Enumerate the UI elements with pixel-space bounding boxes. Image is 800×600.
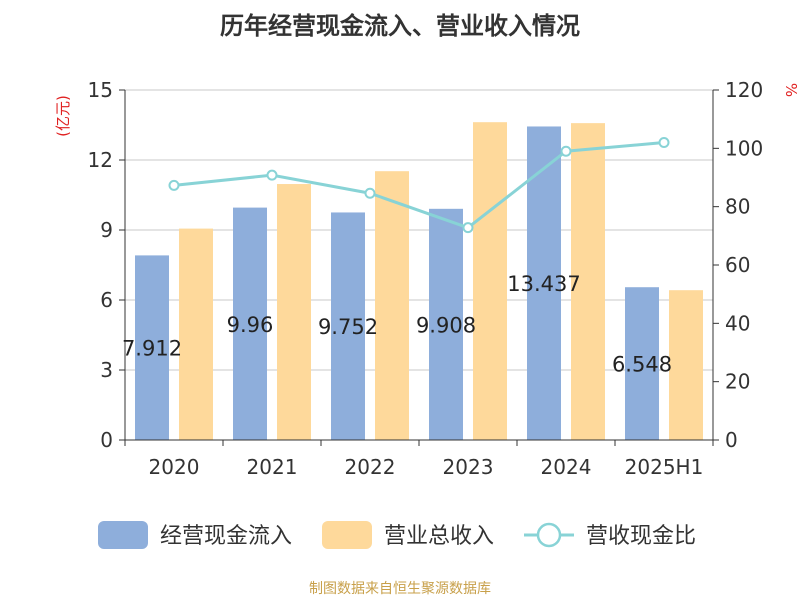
bar-data-label: 9.752 — [318, 315, 378, 339]
legend-marker — [536, 522, 562, 548]
bar-revenue — [277, 184, 311, 440]
y-left-tick-label: 12 — [88, 148, 113, 172]
bar-data-label: 6.548 — [612, 353, 672, 377]
y-left-tick-label: 0 — [100, 428, 113, 452]
data-labels: 7.912 9.96 9.752 9.908 13.437 6.548 — [122, 272, 672, 376]
line-point — [168, 179, 180, 191]
line-point — [364, 187, 376, 199]
y-right-tick-label: 100 — [725, 136, 763, 160]
bar-revenue — [669, 290, 703, 440]
y-right-tick-label: 20 — [725, 370, 750, 394]
bar-cash-inflow — [331, 212, 365, 440]
bar-data-label: 7.912 — [122, 337, 182, 361]
bar-data-label: 9.96 — [227, 313, 274, 337]
bar-cash-inflow — [135, 255, 169, 440]
y-left-tick-label: 15 — [88, 78, 113, 102]
line-point — [266, 169, 278, 181]
bar-layer — [135, 122, 703, 440]
line-layer — [168, 137, 670, 234]
x-tick-label: 2021 — [247, 455, 298, 479]
bar-revenue — [179, 228, 213, 440]
axes: 0 3 6 9 12 15 0 20 40 60 80 100 120 (亿元)% 2020 2021 2022… — [54, 78, 800, 479]
legend: 经营现金流入 营业总收入 营收现金比 — [98, 521, 696, 549]
bar-cash-inflow — [429, 208, 463, 440]
data-source-footer: 制图数据来自恒生聚源数据库 — [309, 581, 491, 597]
line-point — [658, 137, 670, 148]
y-right-tick-label: 80 — [725, 195, 750, 219]
legend-item-revenue: 营业总收入 — [322, 521, 494, 549]
bar-data-label: 9.908 — [416, 313, 476, 337]
legend-item-cash-inflow: 经营现金流入 — [98, 521, 292, 549]
chart-title: 历年经营现金流入、营业收入情况 — [220, 12, 580, 40]
y-left-tick-label: 6 — [100, 288, 113, 312]
x-tick-label: 2023 — [443, 455, 494, 479]
y-left-axis-title: (亿元) — [54, 95, 72, 137]
bar-cash-inflow — [233, 207, 267, 440]
legend-swatch — [322, 521, 372, 549]
legend-label: 营业总收入 — [384, 524, 494, 549]
line-point — [462, 222, 474, 234]
y-right-tick-label: 40 — [725, 311, 750, 335]
legend-label: 经营现金流入 — [160, 524, 292, 549]
line-point — [560, 145, 572, 157]
bar-revenue — [571, 123, 605, 440]
grid-lines — [125, 89, 713, 371]
bar-cash-inflow — [625, 287, 659, 440]
y-right-axis-title: % — [782, 83, 800, 97]
x-tick-label: 2024 — [541, 455, 592, 479]
x-tick-label: 2020 — [149, 455, 200, 479]
y-right-tick-label: 60 — [725, 253, 750, 277]
bar-revenue — [473, 122, 507, 440]
x-tick-label: 2022 — [345, 455, 396, 479]
x-tick-label: 2025H1 — [625, 455, 704, 479]
y-right-tick-label: 120 — [725, 78, 763, 102]
y-right-tick-label: 0 — [725, 428, 738, 452]
legend-label: 营收现金比 — [586, 524, 696, 549]
line-ratio-series — [173, 141, 665, 230]
legend-swatch — [98, 521, 148, 549]
y-left-tick-label: 9 — [100, 218, 113, 242]
bar-revenue — [375, 171, 409, 440]
bar-data-label: 13.437 — [507, 272, 580, 296]
y-left-tick-label: 3 — [100, 358, 113, 382]
legend-item-ratio: 营收现金比 — [524, 522, 696, 549]
